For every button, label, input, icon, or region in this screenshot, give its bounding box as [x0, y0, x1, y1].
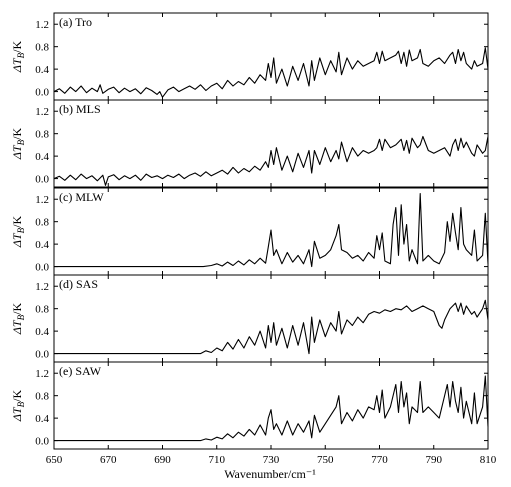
- panel-frame: [53, 361, 489, 450]
- panel-label: (b) MLS: [59, 102, 101, 116]
- y-tick-label: 0.8: [35, 129, 49, 141]
- series-line: [53, 47, 489, 98]
- series-line: [53, 135, 489, 186]
- y-tick-label: 0.8: [35, 304, 49, 316]
- y-axis-label: ΔTB/K: [10, 128, 26, 161]
- y-axis-label: ΔTB/K: [10, 303, 26, 336]
- x-tick-label: 650: [46, 454, 63, 466]
- x-tick-label: 790: [426, 454, 443, 466]
- y-tick-label: 0.8: [35, 217, 49, 229]
- y-tick-label: 0.0: [35, 262, 49, 274]
- panel-3: 0.0 0.4 0.8 1.2 ΔTB/K (d) SAS: [10, 274, 489, 363]
- y-tick-label: 0.8: [35, 391, 49, 403]
- y-tick-label: 1.2: [35, 368, 49, 380]
- y-tick-label: 0.8: [35, 42, 49, 54]
- x-axis: 650 670 690 710 730 750 770 790 810: [46, 454, 497, 466]
- panel-label: (c) MLW: [59, 190, 104, 204]
- panel-4: 0.0 0.4 0.8 1.2 ΔTB/K (e) SAW: [10, 361, 489, 450]
- y-tick-label: 1.2: [35, 194, 49, 206]
- panels: 0.0 0.4 0.8 1.2 ΔTB/K (a) Tro 0.0 0.4 0.8 1.2 ΔTB/…: [10, 12, 489, 450]
- y-tick-label: 0.4: [35, 239, 49, 251]
- y-tick-label: 0.4: [35, 64, 49, 76]
- panel-frame: [53, 12, 489, 101]
- panel-frame: [53, 99, 489, 188]
- panel-label: (a) Tro: [59, 15, 92, 29]
- y-axis-label: ΔTB/K: [10, 390, 26, 423]
- y-tick-label: 0.0: [35, 174, 49, 186]
- x-tick-label: 670: [100, 454, 117, 466]
- x-tick-label: 750: [317, 454, 334, 466]
- panel-1: 0.0 0.4 0.8 1.2 ΔTB/K (b) MLS: [10, 99, 489, 188]
- panel-label: (e) SAW: [59, 364, 102, 378]
- panel-2: 0.0 0.4 0.8 1.2 ΔTB/K (c) MLW: [10, 187, 489, 276]
- y-tick-label: 1.2: [35, 281, 49, 293]
- x-tick-label: 710: [209, 454, 226, 466]
- y-tick-label: 1.2: [35, 19, 49, 31]
- y-axis-label: ΔTB/K: [10, 216, 26, 249]
- x-axis-label: Wavenumber/cm⁻¹: [224, 467, 316, 481]
- y-axis-label: ΔTB/K: [10, 41, 26, 74]
- series-line: [54, 375, 489, 442]
- y-tick-label: 0.4: [35, 413, 49, 425]
- x-tick-label: 770: [371, 454, 388, 466]
- series-line: [54, 193, 489, 268]
- y-tick-label: 0.0: [35, 436, 49, 448]
- panel-frame: [53, 274, 489, 363]
- x-tick-label: 810: [480, 454, 497, 466]
- y-tick-label: 0.0: [35, 87, 49, 99]
- y-tick-label: 0.0: [35, 349, 49, 361]
- panel-label: (d) SAS: [59, 277, 98, 291]
- x-tick-label: 730: [263, 454, 280, 466]
- y-tick-label: 1.2: [35, 106, 49, 118]
- y-tick-label: 0.4: [35, 151, 49, 163]
- y-tick-label: 0.4: [35, 326, 49, 338]
- series-line: [54, 299, 489, 355]
- panel-0: 0.0 0.4 0.8 1.2 ΔTB/K (a) Tro: [10, 12, 489, 101]
- x-tick-label: 690: [154, 454, 171, 466]
